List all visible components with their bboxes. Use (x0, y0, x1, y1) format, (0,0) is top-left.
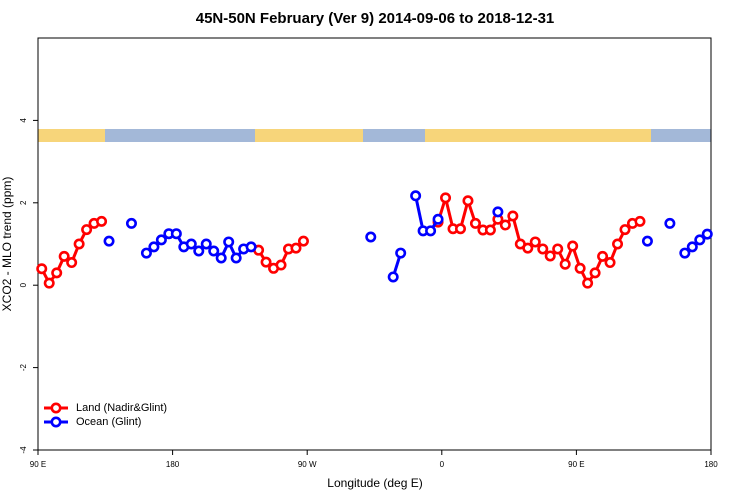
data-point (641, 235, 653, 247)
data-point (200, 238, 212, 250)
data-point (664, 217, 676, 229)
data-point (552, 243, 564, 255)
data-point (574, 262, 586, 274)
data-point (43, 277, 55, 289)
data-point (537, 243, 549, 255)
data-point (604, 257, 616, 269)
data-point (469, 217, 481, 229)
data-point (193, 245, 205, 257)
x-tick-label: 90 E (568, 460, 584, 469)
x-tick-label: 180 (704, 460, 718, 469)
data-point (290, 242, 302, 254)
data-point (230, 252, 242, 264)
data-point (425, 225, 437, 237)
data-point (701, 228, 713, 240)
data-point (484, 224, 496, 236)
data-point (679, 247, 691, 259)
data-point (499, 219, 511, 231)
data-point (634, 215, 646, 227)
data-point (462, 195, 474, 207)
data-point (245, 241, 257, 253)
data-point (275, 259, 287, 271)
data-point (492, 206, 504, 218)
land-band (255, 129, 363, 142)
y-tick-label: 4 (19, 118, 28, 123)
plot-frame (37, 37, 712, 451)
legend-label: Land (Nadir&Glint) (76, 402, 167, 414)
data-point (155, 234, 167, 246)
data-point (559, 258, 571, 270)
data-point (36, 263, 48, 275)
data-point (529, 236, 541, 248)
legend-marker (50, 416, 62, 428)
data-point (432, 213, 444, 225)
data-point (507, 210, 519, 222)
land-band (38, 129, 105, 142)
legend-label: Ocean (Glint) (76, 416, 141, 428)
data-point (260, 256, 272, 268)
data-point (395, 247, 407, 259)
land-band (425, 129, 651, 142)
data-point (387, 271, 399, 283)
data-point (125, 217, 137, 229)
data-point (410, 190, 422, 202)
data-point (567, 240, 579, 252)
data-point (686, 241, 698, 253)
data-point (73, 238, 85, 250)
data-point (454, 223, 466, 235)
data-point (185, 238, 197, 250)
legend-marker (50, 402, 62, 414)
data-point (96, 215, 108, 227)
data-point (81, 224, 93, 236)
data-point (58, 250, 70, 262)
x-tick-label: 90 W (298, 460, 317, 469)
data-point (522, 242, 534, 254)
data-point (215, 252, 227, 264)
data-point (223, 236, 235, 248)
data-point (51, 267, 63, 279)
data-point (582, 277, 594, 289)
x-axis-label: Longitude (deg E) (327, 476, 422, 490)
data-point (66, 257, 78, 269)
data-point (612, 238, 624, 250)
data-point (148, 241, 160, 253)
data-point (589, 267, 601, 279)
data-point (170, 228, 182, 240)
data-point (103, 235, 115, 247)
data-point (140, 247, 152, 259)
data-point (694, 234, 706, 246)
x-tick-label: 90 E (30, 460, 46, 469)
y-axis-label: XCO2 - MLO trend (ppm) (0, 177, 14, 312)
y-tick-label: 2 (19, 200, 28, 205)
data-point (544, 250, 556, 262)
chart-title: 45N-50N February (Ver 9) 2014-09-06 to 2… (196, 10, 555, 27)
data-point (297, 235, 309, 247)
x-tick-label: 0 (440, 460, 445, 469)
data-point (597, 250, 609, 262)
y-tick-label: -4 (19, 446, 28, 454)
data-point (365, 231, 377, 243)
data-point (208, 245, 220, 257)
data-point (440, 192, 452, 204)
x-tick-label: 180 (166, 460, 180, 469)
y-tick-label: 0 (19, 282, 28, 287)
y-tick-label: -2 (19, 363, 28, 371)
land-ocean-strip (38, 129, 711, 142)
data-point (619, 224, 631, 236)
series-line (40, 192, 641, 287)
